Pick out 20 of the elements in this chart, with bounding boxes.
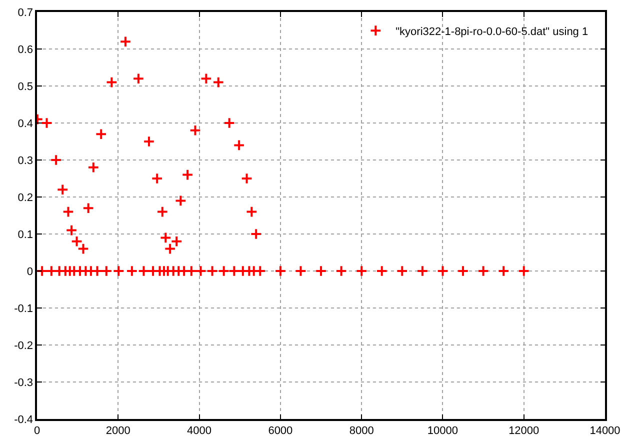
y-tick-label: 0.7 <box>18 6 34 19</box>
y-tick-label: 0.3 <box>18 154 34 167</box>
x-tick-label: 8000 <box>349 424 374 437</box>
x-tick-label: 4000 <box>187 424 212 437</box>
legend-label: "kyori322-1-8pi-ro-0.0-60-5.dat" using 1 <box>396 26 588 38</box>
y-tick-label: -0.4 <box>14 414 34 426</box>
x-tick-label: 6000 <box>268 424 293 437</box>
y-tick-label: -0.1 <box>14 302 34 315</box>
x-tick-label: 12000 <box>508 424 540 437</box>
y-tick-label: 0.4 <box>18 118 34 130</box>
x-tick-label: 10000 <box>427 424 458 437</box>
y-tick-label: 0.5 <box>18 80 34 93</box>
y-tick-label: 0 <box>26 266 34 278</box>
y-tick-label: -0.2 <box>14 340 34 352</box>
y-tick-label: 0.6 <box>18 44 34 56</box>
x-tick-label: 2000 <box>106 424 130 437</box>
y-tick-label: -0.3 <box>14 376 34 389</box>
x-tick-label: 14000 <box>590 424 620 437</box>
y-tick-label: 0.2 <box>18 192 34 204</box>
y-tick-label: 0.1 <box>18 228 34 241</box>
